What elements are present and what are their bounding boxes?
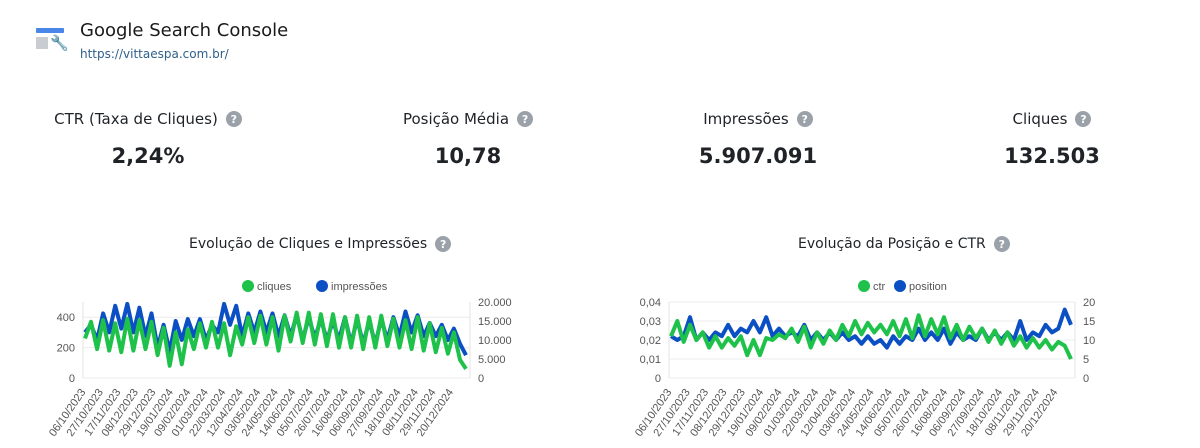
y-right-tick-label: 5 <box>1083 354 1089 366</box>
y-right-tick-label: 5.000 <box>478 354 506 366</box>
y-left-tick-label: 0,01 <box>640 354 661 366</box>
kpi-value: 2,24% <box>111 144 185 168</box>
y-left-tick-label: 0,03 <box>640 316 661 328</box>
y-left-tick-label: 0,02 <box>640 335 661 347</box>
kpi-position: Posição Média? 10,78 <box>348 110 588 168</box>
kpi-value: 132.503 <box>1004 144 1100 168</box>
y-right-tick-label: 15 <box>1083 316 1095 328</box>
series-line-ctr <box>669 313 1073 360</box>
chart-title-clicks: Evolução de Cliques e Impressões? <box>189 236 452 252</box>
help-icon[interactable]: ? <box>1075 111 1092 127</box>
chart-title-text: Evolução de Cliques e Impressões <box>189 236 428 252</box>
legend-marker-impressões <box>316 280 328 292</box>
legend-label: ctr <box>873 281 886 293</box>
app-header: 🔧 Google Search Console https://vittaesp… <box>36 20 288 61</box>
help-icon[interactable]: ? <box>225 111 242 127</box>
y-right-tick-label: 10 <box>1083 335 1095 347</box>
y-right-tick-label: 20 <box>1083 297 1095 309</box>
kpi-value: 5.907.091 <box>698 144 818 168</box>
series-line-cliques <box>83 310 468 371</box>
y-left-tick-label: 200 <box>57 343 75 355</box>
help-icon[interactable]: ? <box>993 236 1010 252</box>
kpi-ctr: CTR (Taxa de Cliques)? 2,24% <box>28 110 268 168</box>
y-left-tick-label: 0,04 <box>640 297 661 309</box>
clicks-impressions-chart: 020040005.00010.00015.00020.00006/10/202… <box>47 280 512 439</box>
kpi-label: Impressões <box>703 110 789 128</box>
kpi-label: Posição Média <box>402 110 510 128</box>
help-icon[interactable]: ? <box>435 236 452 252</box>
chart-title-text: Evolução da Posição e CTR <box>798 236 986 252</box>
legend-marker-cliques <box>242 280 254 292</box>
site-url[interactable]: https://vittaespa.com.br/ <box>80 47 229 61</box>
legend-marker-ctr <box>858 280 870 292</box>
y-right-tick-label: 0 <box>478 373 484 385</box>
kpi-value: 10,78 <box>434 144 502 168</box>
legend-marker-position <box>894 280 906 292</box>
app-title: Google Search Console <box>80 20 289 41</box>
search-console-logo-icon: 🔧 <box>36 28 69 56</box>
legend-label: impressões <box>331 281 388 293</box>
y-right-tick-label: 10.000 <box>478 335 512 347</box>
kpi-impressions: Impressões? 5.907.091 <box>638 110 878 168</box>
legend-label: position <box>909 281 947 293</box>
help-icon[interactable]: ? <box>796 111 813 127</box>
y-right-tick-label: 20.000 <box>478 297 512 309</box>
kpi-clicks: Cliques? 132.503 <box>932 110 1172 168</box>
y-left-tick-label: 0 <box>69 373 75 385</box>
kpi-label: CTR (Taxa de Cliques) <box>54 110 218 128</box>
position-ctr-chart: 00,010,020,030,040510152006/10/202327/10… <box>633 280 1095 439</box>
kpi-label: Cliques <box>1012 110 1068 128</box>
y-right-tick-label: 0 <box>1083 373 1089 385</box>
help-icon[interactable]: ? <box>517 111 534 127</box>
y-right-tick-label: 15.000 <box>478 316 512 328</box>
y-left-tick-label: 400 <box>57 312 75 324</box>
y-left-tick-label: 0 <box>655 373 661 385</box>
legend-label: cliques <box>257 281 292 293</box>
chart-title-position: Evolução da Posição e CTR? <box>798 236 1010 252</box>
